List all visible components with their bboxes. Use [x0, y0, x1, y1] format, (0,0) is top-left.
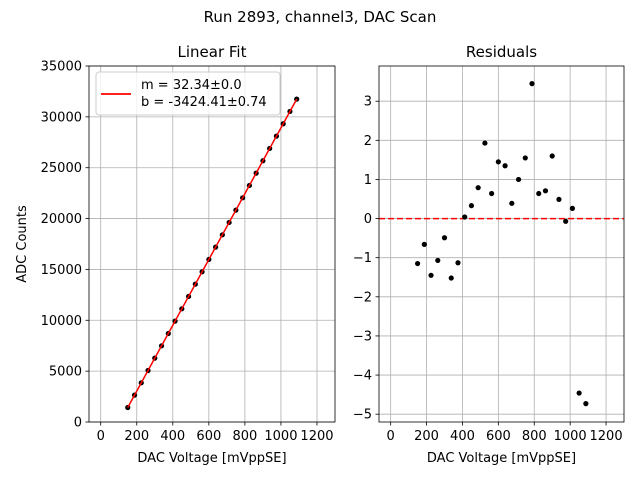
chart-1-point-5 [448, 275, 454, 281]
chart-0-xtick-label-4: 800 [232, 429, 257, 444]
chart-1-point-17 [529, 81, 535, 87]
chart-1-point-16 [522, 155, 528, 161]
chart-0-xlabel: DAC Voltage [mVppSE] [137, 451, 286, 466]
chart-0-legend: m = 32.34±0.0 b = -3424.41±0.74 [95, 71, 281, 116]
linear-fit-panel: 0 200 400 600 800 1000 1200 0 5000 10000 15000 2000… [15, 43, 336, 466]
chart-1-point-18 [536, 190, 542, 197]
chart-0-ytick-label-1: 5000 [49, 365, 82, 380]
chart-1-point-13 [502, 163, 508, 169]
chart-1-point-21 [556, 196, 562, 203]
chart-1-point-6 [455, 260, 461, 266]
chart-0-ytick-label-6: 30000 [41, 110, 82, 125]
chart-0-ytick-label-7: 35000 [41, 60, 82, 75]
chart-1-point-7 [462, 214, 468, 220]
chart-1-xtick-label-4: 800 [522, 429, 547, 444]
chart-1-axes-frame [378, 65, 625, 423]
residuals-panel: 0 200 400 600 800 1000 1200 −5 −4 −3 −2 −1 0 1 2 3 Resid… [353, 43, 625, 466]
chart-1-point-4 [441, 235, 448, 241]
chart-0-ytick-label-2: 10000 [41, 314, 82, 329]
chart-1-ytick-label-5: 0 [364, 212, 372, 227]
chart-1-point-19 [542, 188, 549, 194]
chart-0-xtick-label-1: 200 [124, 429, 149, 444]
chart-1-xlabel: DAC Voltage [mVppSE] [427, 451, 576, 466]
chart-1-point-3 [435, 257, 441, 264]
chart-1-xtick-label-6: 1200 [590, 429, 623, 444]
chart-1-ytick-label-8: 3 [364, 95, 372, 110]
chart-0-xtick-label-5: 1000 [264, 429, 297, 444]
chart-1-point-14 [509, 200, 515, 206]
chart-1-ytick-label-0: −5 [353, 408, 372, 423]
chart-1-point-25 [583, 401, 589, 407]
chart-1-xtick-label-5: 1000 [554, 429, 587, 444]
chart-1-point-22 [563, 218, 569, 224]
chart-0-ytick-label-3: 15000 [41, 263, 82, 278]
chart-1-point-23 [569, 205, 575, 211]
chart-0-legend-slope: m = 32.34±0.0 [141, 78, 242, 93]
chart-0-ytick-label-5: 25000 [41, 161, 82, 176]
chart-0-xtick-label-6: 1200 [300, 429, 333, 444]
chart-1-point-8 [468, 203, 475, 209]
chart-1-xtick-label-0: 0 [387, 429, 395, 444]
chart-0-axes-frame [88, 65, 336, 423]
chart-0-ytick-label-0: 0 [74, 416, 82, 431]
chart-1-title: Residuals [466, 43, 537, 61]
chart-1-point-0 [414, 260, 421, 267]
chart-0-xtick-label-0: 0 [97, 429, 105, 444]
chart-1-ytick-label-3: −2 [353, 290, 372, 305]
chart-1-ytick-label-4: −1 [353, 251, 372, 266]
chart-0-xtick-label-3: 600 [196, 429, 221, 444]
chart-0-ylabel: ADC Counts [15, 205, 30, 283]
chart-0-fit-line [127, 98, 298, 408]
chart-1-xtick-label-3: 600 [486, 429, 511, 444]
chart-0-ytick-label-4: 20000 [41, 212, 82, 227]
figure-suptitle: Run 2893, channel3, DAC Scan [204, 8, 437, 26]
chart-1-point-12 [495, 159, 501, 165]
chart-1-ytick-label-2: −3 [353, 329, 372, 344]
chart-1-point-2 [428, 272, 434, 278]
chart-1-point-1 [421, 241, 427, 247]
chart-1-xtick-label-2: 400 [450, 429, 475, 444]
chart-1-point-10 [482, 140, 488, 146]
chart-1-ytick-label-7: 2 [364, 134, 372, 149]
chart-1-ytick-label-1: −4 [353, 369, 372, 384]
chart-1-xtick-label-1: 200 [414, 429, 439, 444]
chart-1-point-11 [489, 190, 495, 197]
chart-0-title: Linear Fit [178, 43, 247, 61]
chart-1-point-15 [515, 176, 522, 183]
chart-1-point-9 [475, 185, 481, 191]
chart-0-xtick-label-2: 400 [160, 429, 185, 444]
chart-1-point-24 [576, 390, 582, 396]
chart-1-point-20 [549, 153, 555, 159]
chart-1-ytick-label-6: 1 [364, 173, 372, 188]
chart-0-legend-intercept: b = -3424.41±0.74 [141, 95, 267, 110]
chart-0-legend-box [95, 71, 281, 116]
